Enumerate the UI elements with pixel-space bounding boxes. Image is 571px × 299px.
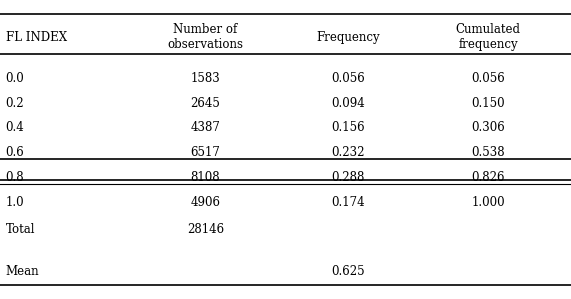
Text: 1.000: 1.000 xyxy=(472,196,505,209)
Text: 0.150: 0.150 xyxy=(472,97,505,109)
Text: FL INDEX: FL INDEX xyxy=(6,31,67,44)
Text: Frequency: Frequency xyxy=(316,31,380,44)
Text: 2645: 2645 xyxy=(191,97,220,109)
Text: 0.094: 0.094 xyxy=(331,97,365,109)
Text: 1.0: 1.0 xyxy=(6,196,25,209)
Text: 0.538: 0.538 xyxy=(472,146,505,159)
Text: 0.232: 0.232 xyxy=(332,146,365,159)
Text: Mean: Mean xyxy=(6,266,39,278)
Text: 6517: 6517 xyxy=(191,146,220,159)
Text: Total: Total xyxy=(6,223,35,236)
Text: 0.174: 0.174 xyxy=(332,196,365,209)
Text: 4906: 4906 xyxy=(191,196,220,209)
Text: 8108: 8108 xyxy=(191,171,220,184)
Text: Cumulated
frequency: Cumulated frequency xyxy=(456,23,521,51)
Text: 0.156: 0.156 xyxy=(332,121,365,134)
Text: 0.056: 0.056 xyxy=(471,72,505,85)
Text: 0.625: 0.625 xyxy=(332,266,365,278)
Text: 0.2: 0.2 xyxy=(6,97,25,109)
Text: 28146: 28146 xyxy=(187,223,224,236)
Text: 1583: 1583 xyxy=(191,72,220,85)
Text: 0.288: 0.288 xyxy=(332,171,365,184)
Text: 0.306: 0.306 xyxy=(471,121,505,134)
Text: 0.0: 0.0 xyxy=(6,72,25,85)
Text: 0.826: 0.826 xyxy=(472,171,505,184)
Text: Number of
observations: Number of observations xyxy=(167,23,244,51)
Text: 0.6: 0.6 xyxy=(6,146,25,159)
Text: 0.4: 0.4 xyxy=(6,121,25,134)
Text: 4387: 4387 xyxy=(191,121,220,134)
Text: 0.056: 0.056 xyxy=(331,72,365,85)
Text: 0.8: 0.8 xyxy=(6,171,25,184)
